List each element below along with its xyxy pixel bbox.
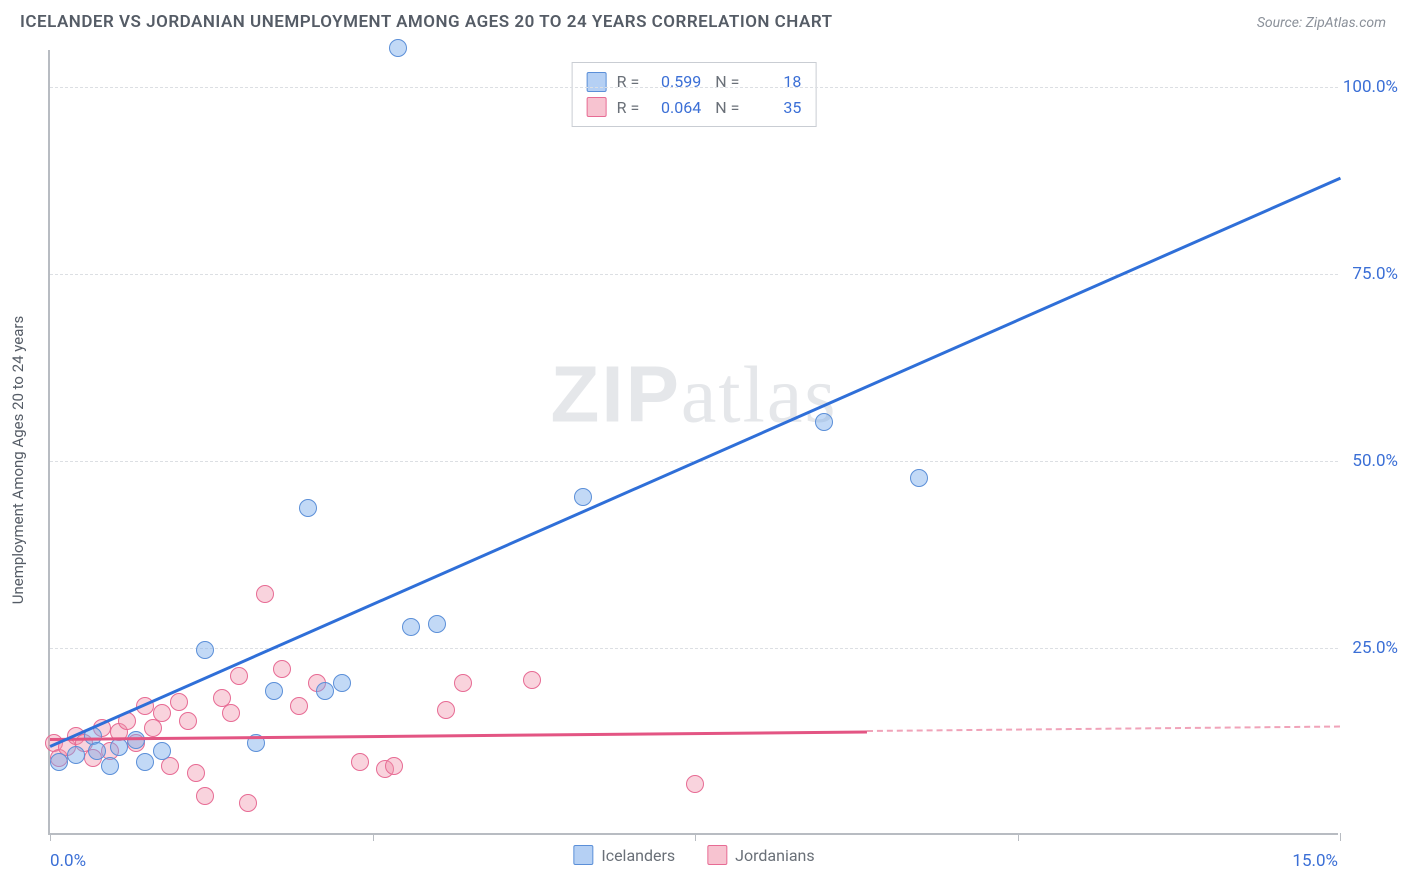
data-point-icelanders <box>88 742 106 760</box>
data-point-icelanders <box>101 757 119 775</box>
data-point-jordanians <box>196 787 214 805</box>
data-point-jordanians <box>437 701 455 719</box>
y-axis-tick-label: 75.0% <box>1352 264 1398 284</box>
data-point-icelanders <box>153 742 171 760</box>
data-point-jordanians <box>686 775 704 793</box>
data-point-icelanders <box>333 674 351 692</box>
y-axis-label: Unemployment Among Ages 20 to 24 years <box>9 316 27 604</box>
watermark: ZIPatlas <box>550 348 837 441</box>
x-tick <box>1340 833 1341 841</box>
data-point-icelanders <box>574 488 592 506</box>
data-point-icelanders <box>389 39 407 57</box>
legend-label-icelanders: Icelanders <box>601 846 675 865</box>
data-point-jordanians <box>523 671 541 689</box>
data-point-icelanders <box>428 615 446 633</box>
data-point-icelanders <box>299 499 317 517</box>
data-point-icelanders <box>265 682 283 700</box>
watermark-atlas: atlas <box>681 351 838 439</box>
data-point-jordanians <box>239 794 257 812</box>
stat-n-label: N = <box>711 95 739 121</box>
swatch-blue-icon <box>587 72 607 92</box>
x-tick <box>50 833 51 841</box>
stat-n-value-pink: 35 <box>749 95 801 121</box>
plot-area: ZIPatlas R = 0.599 N = 18 R = 0.064 N = … <box>48 50 1338 835</box>
legend-label-jordanians: Jordanians <box>735 846 814 865</box>
data-point-icelanders <box>110 738 128 756</box>
stat-r-value-blue: 0.599 <box>649 69 701 95</box>
data-point-jordanians <box>256 585 274 603</box>
y-axis-tick-label: 100.0% <box>1343 77 1398 97</box>
stat-r-label: R = <box>617 95 640 121</box>
stats-legend-box: R = 0.599 N = 18 R = 0.064 N = 35 <box>572 62 817 127</box>
data-point-icelanders <box>316 682 334 700</box>
data-point-jordanians <box>187 764 205 782</box>
data-point-jordanians <box>290 697 308 715</box>
y-axis-tick-label: 25.0% <box>1352 638 1398 658</box>
regression-line <box>867 726 1340 732</box>
data-point-jordanians <box>170 693 188 711</box>
data-point-jordanians <box>179 712 197 730</box>
gridline <box>50 648 1338 649</box>
data-point-jordanians <box>230 667 248 685</box>
watermark-zip: ZIP <box>550 349 680 438</box>
source-attribution: Source: ZipAtlas.com <box>1257 15 1386 31</box>
stat-row-icelanders: R = 0.599 N = 18 <box>587 69 802 95</box>
swatch-blue-icon <box>573 845 593 865</box>
data-point-jordanians <box>385 757 403 775</box>
swatch-pink-icon <box>707 845 727 865</box>
data-point-icelanders <box>815 413 833 431</box>
swatch-pink-icon <box>587 97 607 117</box>
header-row: ICELANDER VS JORDANIAN UNEMPLOYMENT AMON… <box>0 0 1406 40</box>
data-point-icelanders <box>910 469 928 487</box>
gridline <box>50 87 1338 88</box>
gridline <box>50 274 1338 275</box>
data-point-icelanders <box>136 753 154 771</box>
x-axis-max-label: 15.0% <box>1292 851 1338 871</box>
data-point-icelanders <box>402 618 420 636</box>
data-point-icelanders <box>196 641 214 659</box>
stat-n-label: N = <box>711 69 739 95</box>
legend-item-icelanders: Icelanders <box>573 845 675 865</box>
stat-n-value-blue: 18 <box>749 69 801 95</box>
data-point-jordanians <box>153 704 171 722</box>
data-point-jordanians <box>273 660 291 678</box>
stat-r-value-pink: 0.064 <box>649 95 701 121</box>
stat-row-jordanians: R = 0.064 N = 35 <box>587 95 802 121</box>
x-tick <box>695 833 696 841</box>
legend-bottom: Icelanders Jordanians <box>573 845 814 865</box>
y-axis-tick-label: 50.0% <box>1352 451 1398 471</box>
data-point-icelanders <box>50 753 68 771</box>
chart-container: Unemployment Among Ages 20 to 24 years Z… <box>48 50 1388 870</box>
data-point-jordanians <box>222 704 240 722</box>
regression-line <box>50 730 867 740</box>
x-tick <box>373 833 374 841</box>
x-tick <box>1018 833 1019 841</box>
x-axis-origin-label: 0.0% <box>50 851 86 871</box>
data-point-jordanians <box>351 753 369 771</box>
chart-title: ICELANDER VS JORDANIAN UNEMPLOYMENT AMON… <box>20 12 833 32</box>
stat-r-label: R = <box>617 69 640 95</box>
data-point-jordanians <box>454 674 472 692</box>
legend-item-jordanians: Jordanians <box>707 845 814 865</box>
data-point-icelanders <box>67 746 85 764</box>
regression-line <box>49 177 1340 747</box>
